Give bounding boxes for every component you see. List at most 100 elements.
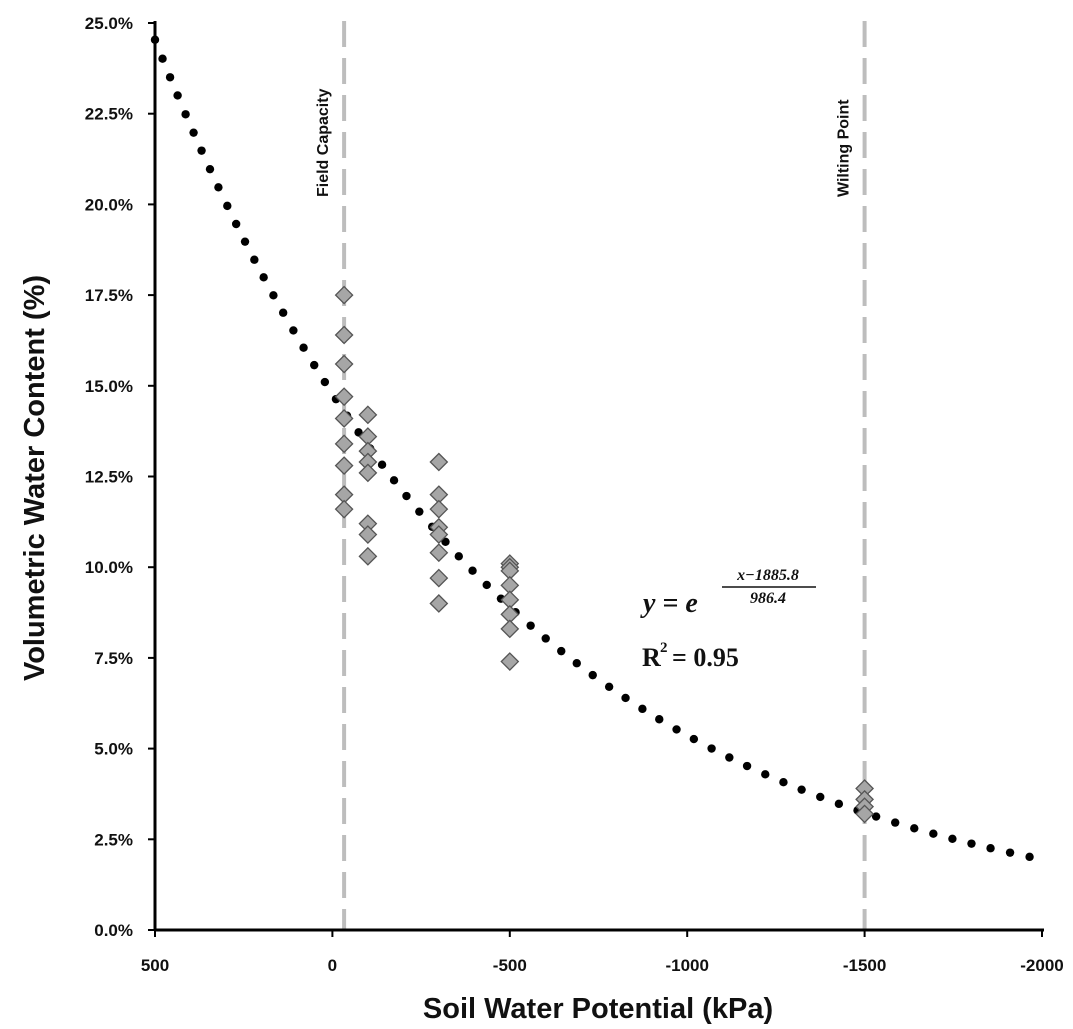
trendline-dot [441, 537, 450, 547]
y-tick-label: 7.5% [94, 649, 133, 668]
trendline-dot [289, 326, 298, 335]
trendline-dot [910, 824, 919, 833]
trendline-dot [797, 785, 806, 794]
data-point-diamond [334, 325, 354, 345]
trendline-dot [173, 91, 182, 100]
trendline-dot [779, 778, 788, 787]
trendline-dot [278, 308, 288, 317]
reference-line-label: Field Capacity [315, 88, 332, 197]
trendline-dot [655, 715, 664, 724]
trendline-dot [482, 580, 491, 590]
trendline-dot [402, 491, 411, 501]
trendline-dot [588, 670, 597, 680]
trendline-dot [761, 770, 770, 779]
data-point-diamond [429, 543, 449, 563]
trendline-dot [158, 54, 167, 63]
x-tick-label: -500 [493, 956, 527, 975]
data-point-diamond [334, 434, 354, 454]
x-axis-title: Soil Water Potential (kPa) [423, 993, 773, 1025]
data-point-diamond [334, 499, 354, 519]
trendline-dot [1025, 852, 1034, 862]
trendline-dot [986, 844, 995, 853]
trendline-dot [1005, 848, 1015, 857]
x-tick-label: -1000 [665, 956, 708, 975]
trendline-dot [967, 839, 976, 848]
data-point-diamond [429, 568, 449, 588]
y-tick-label: 2.5% [94, 830, 133, 849]
trendline-dot [891, 818, 900, 827]
y-axis-ticks: 0.0% 2.5% 5.0% 7.5% 10.0% 12.5% 15.0% 17.5% 20.0… [85, 14, 155, 940]
data-point-diamond [429, 525, 449, 544]
y-tick-label: 12.5% [85, 468, 133, 487]
data-point-diamond [429, 594, 449, 613]
r-squared-value: = 0.95 [672, 643, 739, 672]
y-tick-label: 17.5% [85, 286, 133, 305]
data-point-diamond [334, 354, 354, 374]
trendline-dot [468, 566, 477, 575]
trendline [150, 35, 1034, 862]
trendline-dot [205, 164, 215, 174]
trendline-dot [454, 552, 463, 561]
equation-exponent-numerator: x−1885.8 [736, 567, 799, 584]
data-point-diamond [429, 452, 449, 472]
trendline-dot [621, 693, 630, 703]
trendline-dot [834, 799, 844, 809]
trendline-equation: y = e x−1885.8 986.4 [640, 567, 816, 619]
y-tick-label: 25.0% [85, 14, 133, 33]
data-point-diamond [500, 652, 520, 671]
data-point-diamond [855, 804, 875, 824]
data-point-diamond [358, 525, 378, 544]
trendline-dot [189, 128, 198, 137]
trendline-dot [214, 183, 223, 192]
trendline-dot [526, 621, 535, 630]
trendline-dot [181, 110, 190, 119]
trendline-dot [948, 834, 957, 844]
data-point-diamond [500, 619, 520, 639]
r-squared-superscript: 2 [660, 640, 668, 656]
r-squared: R 2 = 0.95 [642, 640, 739, 672]
x-tick-label: -2000 [1020, 956, 1063, 975]
trendline-dot [689, 734, 699, 744]
trendline-dot [165, 73, 175, 82]
trendline-dot [638, 704, 647, 714]
data-point-diamond [358, 463, 378, 483]
data-point-diamond [334, 456, 354, 476]
trendline-dot [725, 753, 734, 762]
x-axis-ticks: 500 0 -500 -1000 -1500 -2000 [141, 930, 1064, 975]
axes [153, 21, 1044, 932]
data-point-diamond [334, 409, 354, 428]
trendline-dot [672, 725, 681, 734]
trendline-dot [269, 291, 278, 300]
data-point-diamond [334, 387, 354, 407]
data-point-diamond [429, 499, 449, 519]
y-tick-label: 0.0% [94, 921, 133, 940]
y-tick-label: 5.0% [94, 740, 133, 759]
trendline-dot [572, 659, 581, 668]
trendline-dot [223, 201, 232, 211]
trendline-dot [389, 476, 399, 485]
trendline-dot [871, 812, 881, 821]
trendline-dot [707, 744, 716, 753]
equation-exponent-denominator: 986.4 [750, 590, 786, 607]
trendline-dot [231, 219, 241, 229]
trendline-dot [377, 460, 387, 469]
data-point-diamond [358, 546, 378, 566]
trendline-dot [197, 146, 206, 155]
trendline-dot [929, 829, 938, 838]
y-tick-label: 10.0% [85, 558, 133, 577]
trendline-dot [299, 343, 308, 352]
y-tick-label: 22.5% [85, 105, 133, 124]
data-points [334, 285, 875, 824]
trendline-dot [320, 377, 330, 387]
reference-line-label: Wilting Point [836, 99, 853, 197]
x-tick-label: -1500 [843, 956, 886, 975]
data-point-diamond [358, 405, 378, 425]
trendline-dot [415, 507, 424, 516]
reference-lines: Field Capacity Wilting Point [315, 21, 867, 930]
y-axis-title: Volumetric Water Content (%) [19, 275, 51, 681]
trendline-dot [310, 360, 319, 370]
y-tick-label: 15.0% [85, 377, 133, 396]
trendline-dot [604, 682, 614, 692]
trendline-dot [742, 761, 752, 771]
trendline-dot [240, 237, 250, 246]
